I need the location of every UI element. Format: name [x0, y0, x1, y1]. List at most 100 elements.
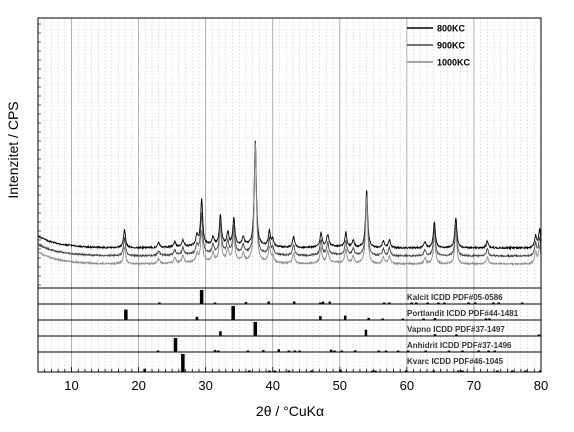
reference-line	[246, 350, 250, 352]
x-tick-label: 80	[534, 378, 548, 393]
reference-line	[406, 350, 410, 352]
reference-line	[382, 302, 386, 304]
reference-line	[388, 302, 391, 304]
reference-line	[181, 354, 185, 372]
reference-line	[437, 302, 440, 304]
reference-line	[156, 350, 160, 352]
reference-line	[404, 370, 408, 372]
x-tick-label: 60	[400, 378, 414, 393]
reference-line	[426, 302, 429, 304]
reference-line	[287, 370, 291, 372]
reference-line	[459, 370, 463, 372]
reference-pattern: Portlandit ICDD PDF#44-1481	[38, 303, 541, 320]
reference-line	[496, 370, 499, 372]
reference-line	[433, 318, 437, 320]
reference-line	[520, 302, 524, 304]
reference-line	[424, 350, 427, 352]
reference-line	[244, 302, 248, 304]
reference-line	[467, 302, 470, 304]
reference-line	[253, 322, 258, 336]
reference-line	[199, 290, 204, 304]
reference-line	[484, 318, 488, 320]
reference-line	[248, 370, 251, 372]
reference-line	[461, 370, 464, 372]
reference-line	[268, 370, 271, 372]
series-line-800KC	[37, 140, 542, 251]
x-tick-label: 40	[265, 378, 279, 393]
reference-line	[422, 318, 425, 320]
reference-pattern: Kvarc ICDD PDF#46-1045	[38, 351, 542, 372]
reference-line	[353, 350, 357, 352]
reference-line	[262, 350, 265, 352]
reference-label: Kalcit ICDD PDF#05-0586	[407, 293, 503, 302]
x-axis-label: 2θ / °CuKα	[256, 403, 324, 419]
reference-line	[219, 331, 222, 336]
legend-entry-800KC: 800KC	[407, 24, 466, 34]
reference-line	[487, 350, 490, 352]
reference-line	[343, 315, 347, 320]
reference-line	[213, 350, 217, 352]
reference-line	[539, 370, 542, 372]
reference-line	[333, 350, 336, 352]
x-tick-label: 20	[131, 378, 145, 393]
reference-pattern: Kalcit ICDD PDF#05-0586	[38, 287, 541, 304]
legend-label: 900KC	[437, 41, 466, 51]
reference-line	[364, 329, 368, 336]
grid	[37, 18, 541, 372]
legend: 800KC 900KC 1000KC	[407, 24, 471, 68]
reference-label: Vapno ICDD PDF#37-1497	[407, 325, 505, 334]
reference-line	[287, 350, 291, 352]
reference-label: Kvarc ICDD PDF#46-1045	[407, 357, 504, 366]
series-900KC	[37, 142, 542, 259]
reference-line	[381, 318, 384, 320]
series-line-1000KC	[37, 142, 542, 267]
reference-line	[524, 370, 527, 372]
series-1000KC	[37, 142, 542, 267]
reference-line	[493, 350, 496, 352]
reference-line	[293, 350, 297, 352]
reference-line	[455, 334, 458, 336]
reference-line	[319, 316, 322, 320]
y-axis-label: Intenzitet / CPS	[5, 101, 21, 198]
reference-line	[310, 370, 313, 372]
x-tick-label: 10	[64, 378, 78, 393]
reference-pattern: Anhidrit ICDD PDF#37-1496	[38, 335, 541, 352]
series-layer	[37, 140, 542, 267]
reference-line	[339, 369, 342, 372]
x-tick-label: 50	[333, 378, 347, 393]
reference-line	[374, 370, 377, 372]
reference-line	[195, 316, 199, 320]
reference-line	[321, 301, 325, 304]
x-tick-label: 70	[467, 378, 481, 393]
reference-line	[497, 302, 500, 304]
reference-patterns: Kalcit ICDD PDF#05-0586 Portlandit ICDD P…	[38, 287, 542, 372]
reference-line	[457, 370, 460, 372]
reference-line	[474, 302, 477, 304]
reference-pattern: Vapno ICDD PDF#37-1497	[38, 319, 541, 336]
reference-line	[158, 302, 161, 304]
reference-line	[292, 301, 296, 304]
reference-line	[510, 370, 514, 372]
reference-line	[367, 317, 370, 320]
reference-line	[277, 349, 281, 352]
reference-line	[401, 318, 405, 320]
reference-line	[371, 370, 374, 372]
reference-line	[328, 301, 331, 304]
reference-line	[329, 349, 333, 352]
reference-line	[340, 350, 344, 352]
reference-line	[396, 350, 400, 352]
reference-line	[173, 338, 178, 352]
reference-line	[217, 350, 220, 352]
reference-line	[298, 350, 301, 352]
reference-label: Portlandit ICDD PDF#44-1481	[407, 309, 519, 318]
plot-frame	[37, 17, 542, 373]
reference-line	[492, 302, 495, 304]
series-line-900KC	[37, 142, 542, 259]
reference-label: Anhidrit ICDD PDF#37-1496	[407, 341, 512, 350]
reference-line	[415, 302, 418, 304]
x-axis: 10 20 30 40 50 60 70 80	[37, 367, 548, 393]
legend-entry-1000KC: 1000KC	[407, 58, 471, 68]
reference-line	[410, 302, 413, 304]
legend-label: 1000KC	[437, 58, 471, 68]
reference-line	[124, 309, 128, 320]
